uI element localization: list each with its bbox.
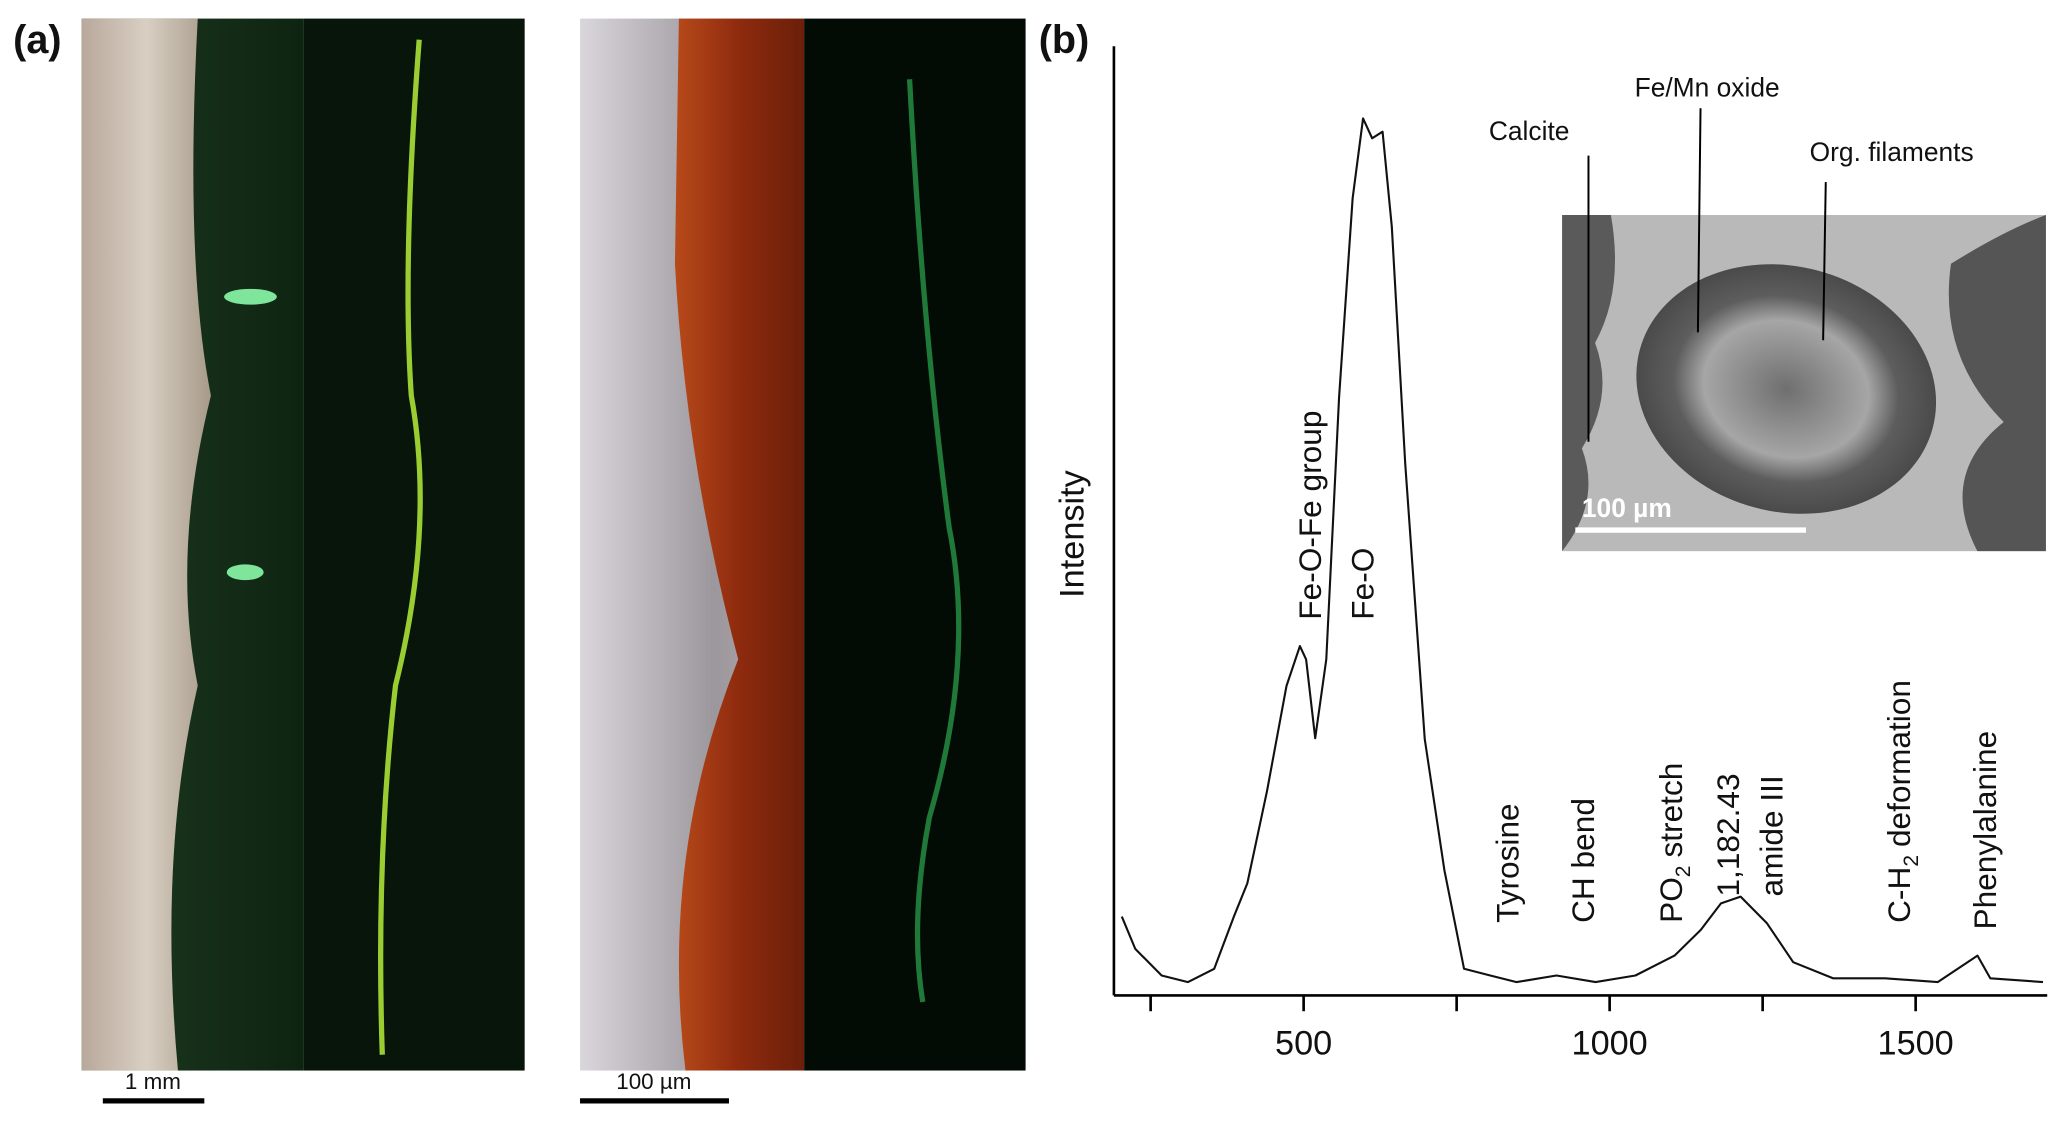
micrograph-right	[580, 18, 1026, 1071]
panel-label: (b)	[1039, 18, 1089, 62]
annotation-text: CH bend	[1565, 798, 1601, 923]
annotation-text: 2	[1900, 855, 1923, 867]
annotation-text: stretch	[1653, 763, 1689, 858]
micrograph-left	[81, 18, 525, 1071]
peak-annotation: CH bend	[1565, 798, 1601, 923]
x-tick-label: 1500	[1878, 1025, 1954, 1063]
annotation-text: deformation	[1881, 680, 1917, 847]
peak-annotation: C-H2 deformation	[1881, 680, 1923, 923]
annotation-text: 1,182.43	[1710, 773, 1746, 896]
y-axis-label: Intensity	[1054, 469, 1092, 597]
peak-annotation: 1,182.43	[1710, 773, 1746, 896]
inset-scale-label: 100 µm	[1582, 493, 1672, 523]
inset-label: Fe/Mn oxide	[1635, 72, 1780, 102]
annotation-text: Fe-O	[1345, 548, 1381, 620]
inset-label: Calcite	[1489, 116, 1570, 146]
fluorescent-spot	[224, 288, 277, 305]
plot-area: 500 1000 1500 Fe-O-Fe group Fe-O Tyrosine CH b…	[1120, 117, 2044, 1063]
peak-annotation: amide III	[1753, 775, 1789, 896]
peak-annotation: Fe-O-Fe group	[1292, 411, 1328, 620]
scale-bar-label: 1 mm	[125, 1069, 181, 1094]
fluorescent-spot	[226, 564, 264, 581]
inset-label: Org. filaments	[1810, 137, 1974, 167]
scale-bar-label: 100 µm	[616, 1069, 691, 1094]
inset-image: Calcite Fe/Mn oxide Org. filaments 100 µ…	[1489, 72, 2046, 552]
annotation-text: Phenylalanine	[1967, 731, 2003, 930]
crystal-region	[81, 18, 211, 1071]
x-tick-label: 1000	[1572, 1025, 1648, 1063]
fluorescent-band	[906, 79, 962, 1003]
peak-annotation: Phenylalanine	[1967, 731, 2003, 930]
inset-dark-region	[1948, 215, 2046, 552]
spectrum-line	[1120, 117, 2044, 984]
annotation-text: C-H	[1881, 867, 1917, 923]
leader-line	[1696, 108, 1702, 333]
fluorescence-field	[303, 18, 525, 1071]
annotation-text: Fe-O-Fe group	[1292, 411, 1328, 620]
annotation-text: PO	[1653, 877, 1689, 923]
peak-annotation: Fe-O	[1345, 548, 1381, 620]
iron-oxide-band	[674, 18, 805, 1071]
annotation-text: amide III	[1753, 775, 1789, 896]
panel-label: (a)	[13, 18, 61, 62]
leader-line	[1822, 182, 1827, 341]
peak-annotation: Tyrosine	[1490, 803, 1526, 923]
inset-filament-cluster	[1636, 264, 1937, 514]
annotation-text: Tyrosine	[1490, 803, 1526, 923]
annotation-text: 2	[1672, 865, 1695, 877]
peak-annotation: PO2 stretch	[1653, 763, 1695, 923]
fluorescent-band	[378, 39, 423, 1055]
x-tick-label: 500	[1275, 1025, 1332, 1063]
